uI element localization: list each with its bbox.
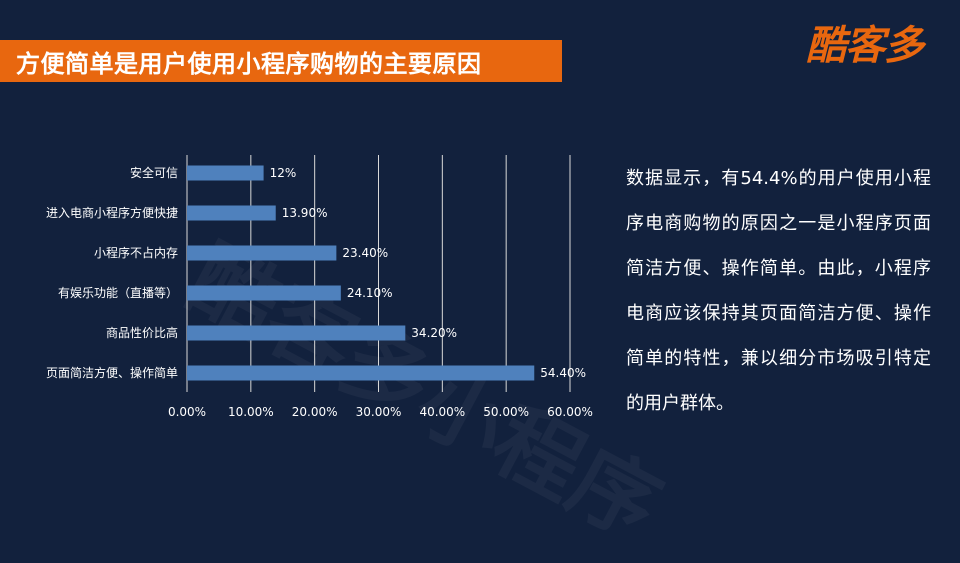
- x-tick-label: 30.00%: [356, 405, 402, 419]
- x-tick-label: 40.00%: [419, 405, 465, 419]
- x-tick-label: 10.00%: [228, 405, 274, 419]
- data-label: 23.40%: [342, 246, 388, 260]
- x-tick-label: 0.00%: [168, 405, 206, 419]
- data-label: 54.40%: [540, 366, 586, 380]
- category-label: 商品性价比高: [106, 325, 178, 340]
- data-label: 34.20%: [411, 326, 457, 340]
- brand-logo: 酷客多: [806, 23, 924, 69]
- page-title: 方便简单是用户使用小程序购物的主要原因: [16, 49, 482, 78]
- data-label: 12%: [270, 166, 297, 180]
- bar: [187, 285, 341, 301]
- bar: [187, 245, 337, 261]
- title-banner: 方便简单是用户使用小程序购物的主要原因: [0, 40, 562, 82]
- category-label: 进入电商小程序方便快捷: [46, 205, 178, 220]
- description-text: 数据显示，有54.4%的用户使用小程序电商购物的原因之一是小程序页面简洁方便、操…: [626, 168, 931, 414]
- x-tick-label: 60.00%: [547, 405, 593, 419]
- category-label: 小程序不占内存: [94, 245, 178, 260]
- bar: [187, 165, 264, 181]
- bar-chart: 0.00% 10.00% 20.00% 30.00% 40.00% 50.00% 60.00…: [46, 155, 593, 419]
- bar: [187, 205, 276, 221]
- data-label: 24.10%: [347, 286, 393, 300]
- data-label: 13.90%: [282, 206, 328, 220]
- category-label: 安全可信: [130, 165, 178, 180]
- x-tick-label: 20.00%: [292, 405, 338, 419]
- bar: [187, 325, 406, 341]
- category-label: 页面简洁方便、操作简单: [46, 365, 178, 380]
- bar: [187, 365, 535, 381]
- category-label: 有娱乐功能（直播等）: [58, 286, 178, 300]
- x-tick-label: 50.00%: [483, 405, 529, 419]
